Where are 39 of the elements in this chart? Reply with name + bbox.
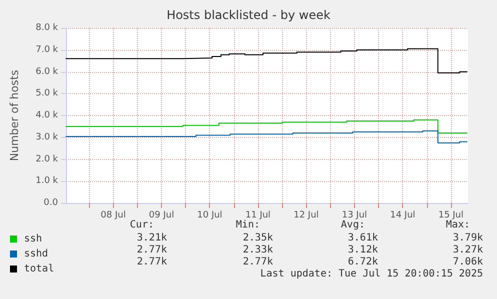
text: 3.61k [348, 232, 378, 244]
text: Max: [446, 220, 470, 230]
x-tick-label: 15 Jul [438, 210, 464, 220]
y-tick-label: 2.0 k [36, 154, 59, 164]
legend-label: ssh [24, 234, 42, 244]
text: Last update: Tue Jul 15 20:00:15 2025 [260, 268, 483, 280]
y-axis-title: Number of hosts [8, 70, 21, 162]
text: 2.77k [136, 244, 167, 256]
text: Cur: [130, 220, 154, 230]
y-tick-label: 5.0 k [36, 88, 59, 99]
y-tick-label: 6.0 k [36, 66, 59, 77]
x-tick-label: 12 Jul [294, 210, 319, 220]
text: 7.06k [452, 256, 483, 268]
x-tick-label: 09 Jul [148, 210, 174, 220]
text: 2.77k [242, 256, 273, 268]
legend-label: total [24, 264, 54, 274]
y-tick-label: 7.0 k [36, 44, 59, 55]
text: 3.79k [452, 232, 483, 244]
x-tick-label: 14 Jul [390, 210, 416, 220]
x-tick-label: 13 Jul [342, 210, 368, 220]
y-tick-label: 0.0 [44, 198, 58, 208]
y-tick-label: 8.0 k [36, 23, 59, 33]
text: 3.21k [136, 232, 167, 244]
legend-label: sshd [24, 248, 48, 260]
x-tick-label: 11 Jul [245, 210, 271, 220]
y-tick-label: 3.0 k [36, 132, 59, 142]
text: Min: [236, 220, 260, 230]
text: 3.27k [452, 244, 483, 256]
text: 2.77k [136, 256, 167, 268]
text: 3.12k [348, 244, 378, 256]
text: 6.72k [348, 256, 378, 268]
chart-title: Hosts blacklisted - by week [166, 8, 330, 22]
x-tick-label: 10 Jul [197, 210, 222, 220]
y-tick-label: 1.0 k [36, 176, 59, 186]
text: 2.35k [242, 232, 273, 244]
y-tick-label: 4.0 k [36, 110, 59, 120]
text: 2.33k [242, 244, 273, 256]
x-tick-label: 08 Jul [100, 210, 126, 220]
text: Avg: [340, 220, 365, 230]
